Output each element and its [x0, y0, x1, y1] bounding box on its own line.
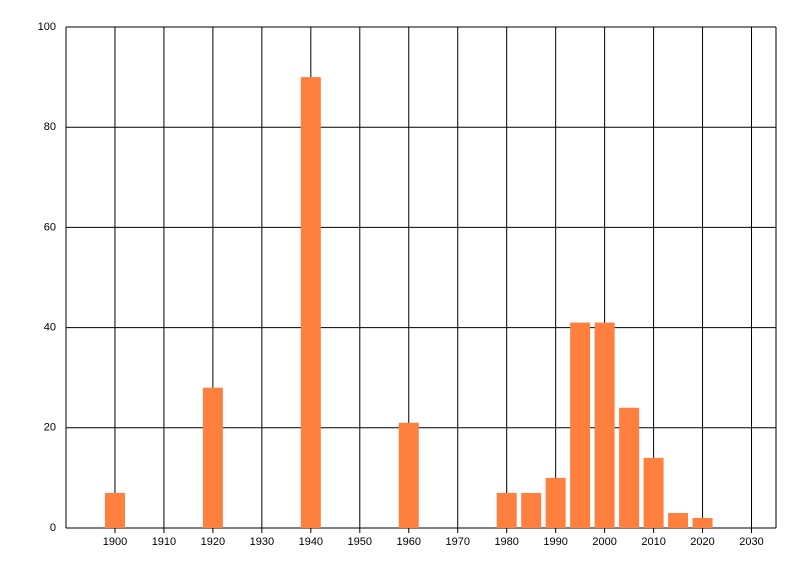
y-tick-label: 80 — [44, 121, 56, 133]
bar — [668, 512, 689, 528]
bar — [202, 387, 223, 528]
bar — [545, 477, 566, 528]
bar — [398, 422, 419, 528]
x-tick-label: 1940 — [299, 536, 323, 548]
x-tick-label: 1990 — [543, 536, 567, 548]
bar — [643, 457, 664, 528]
x-tick-label: 1950 — [348, 536, 372, 548]
bar — [300, 77, 321, 528]
x-tick-label: 1920 — [201, 536, 225, 548]
bar — [692, 517, 713, 528]
x-tick-label: 2010 — [641, 536, 665, 548]
x-tick-label: 2030 — [739, 536, 763, 548]
x-tick-label: 2000 — [592, 536, 616, 548]
y-tick-label: 60 — [44, 221, 56, 233]
x-tick-label: 2020 — [690, 536, 714, 548]
bar — [521, 492, 542, 528]
y-tick-label: 40 — [44, 322, 56, 334]
x-tick-label: 1900 — [103, 536, 127, 548]
x-tick-label: 1930 — [250, 536, 274, 548]
bar — [594, 322, 615, 528]
y-tick-label: 20 — [44, 422, 56, 434]
x-tick-label: 1910 — [152, 536, 176, 548]
x-tick-label: 1980 — [494, 536, 518, 548]
y-tick-label: 0 — [50, 522, 56, 534]
bar — [570, 322, 591, 528]
x-tick-label: 1960 — [397, 536, 421, 548]
bar — [496, 492, 517, 528]
bar — [619, 407, 640, 528]
x-tick-label: 1970 — [445, 536, 469, 548]
bar — [104, 492, 125, 528]
y-tick-label: 100 — [38, 21, 56, 33]
